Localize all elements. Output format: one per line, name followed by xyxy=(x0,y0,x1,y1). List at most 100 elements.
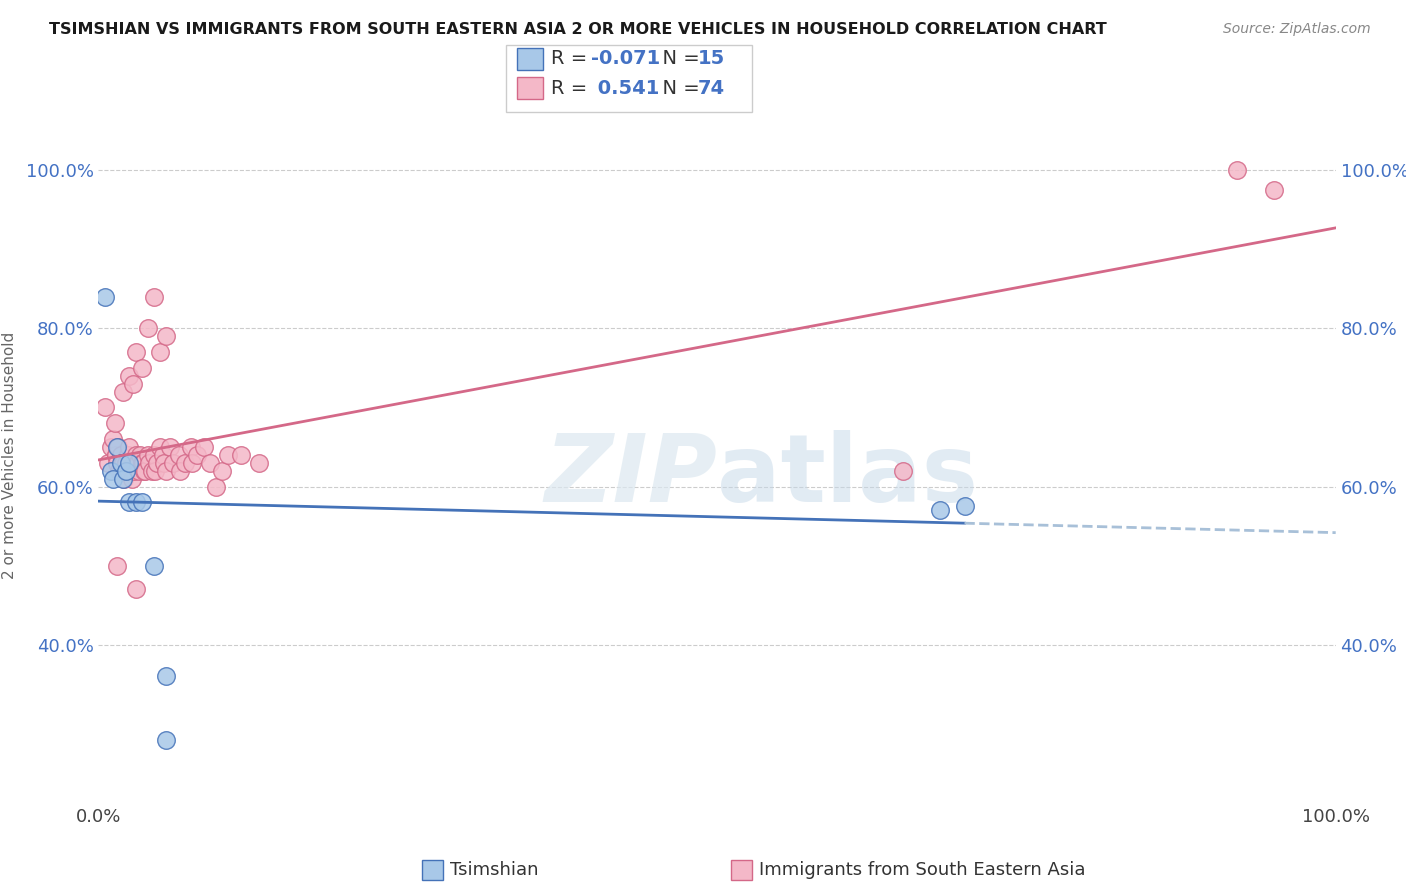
Text: N =: N = xyxy=(650,78,706,98)
Point xyxy=(186,448,208,462)
Point xyxy=(217,448,239,462)
Point xyxy=(136,321,159,335)
Point xyxy=(105,456,128,470)
Point xyxy=(159,440,181,454)
Point xyxy=(181,456,204,470)
Point xyxy=(105,440,128,454)
Point xyxy=(131,456,153,470)
Point xyxy=(149,440,172,454)
Point xyxy=(127,456,149,470)
Text: 74: 74 xyxy=(697,78,724,98)
Point xyxy=(155,732,177,747)
Point xyxy=(1263,183,1285,197)
Point xyxy=(114,464,136,478)
Text: Immigrants from South Eastern Asia: Immigrants from South Eastern Asia xyxy=(759,861,1085,879)
Point xyxy=(93,290,115,304)
Point xyxy=(110,464,132,478)
Point xyxy=(128,464,150,478)
Point xyxy=(131,360,153,375)
Point xyxy=(103,432,125,446)
Point xyxy=(118,495,141,509)
Point xyxy=(169,464,191,478)
Point xyxy=(155,464,177,478)
Point xyxy=(100,440,122,454)
Point xyxy=(134,464,156,478)
Point xyxy=(103,472,125,486)
Point xyxy=(115,464,138,478)
Point xyxy=(103,417,125,431)
Point xyxy=(167,448,190,462)
Point xyxy=(107,440,129,454)
Point xyxy=(132,456,155,470)
Point xyxy=(93,401,115,415)
Point xyxy=(108,464,131,478)
Point xyxy=(112,464,135,478)
Point xyxy=(131,495,153,509)
Point xyxy=(153,456,176,470)
Point xyxy=(118,440,141,454)
Point xyxy=(129,448,152,462)
Point xyxy=(114,456,136,470)
Point xyxy=(117,464,139,478)
Point xyxy=(100,464,122,478)
Point xyxy=(125,456,148,470)
Point xyxy=(121,472,143,486)
Point xyxy=(117,448,139,462)
Point xyxy=(155,329,177,343)
Point xyxy=(124,495,146,509)
Point xyxy=(145,456,167,470)
Text: 0.541: 0.541 xyxy=(591,78,659,98)
Point xyxy=(180,440,202,454)
Point xyxy=(149,345,172,359)
Point xyxy=(124,464,146,478)
Point xyxy=(104,448,127,462)
Text: R =: R = xyxy=(551,78,593,98)
Point xyxy=(891,464,914,478)
Point xyxy=(953,500,976,514)
Point xyxy=(97,456,120,470)
Text: 15: 15 xyxy=(697,49,724,69)
Text: Source: ZipAtlas.com: Source: ZipAtlas.com xyxy=(1223,22,1371,37)
Point xyxy=(141,464,163,478)
Text: TSIMSHIAN VS IMMIGRANTS FROM SOUTH EASTERN ASIA 2 OR MORE VEHICLES IN HOUSEHOLD : TSIMSHIAN VS IMMIGRANTS FROM SOUTH EASTE… xyxy=(49,22,1107,37)
Point xyxy=(112,384,135,399)
Point xyxy=(162,456,184,470)
Point xyxy=(229,448,252,462)
Point xyxy=(112,472,135,486)
Point xyxy=(143,290,166,304)
Text: ZIP: ZIP xyxy=(544,430,717,522)
Text: N =: N = xyxy=(650,49,706,69)
Point xyxy=(124,345,146,359)
Point xyxy=(143,448,166,462)
Point xyxy=(105,558,128,573)
Y-axis label: 2 or more Vehicles in Household: 2 or more Vehicles in Household xyxy=(3,331,17,579)
Point xyxy=(112,456,135,470)
Point xyxy=(198,456,221,470)
Point xyxy=(155,669,177,683)
Point xyxy=(1226,163,1249,178)
Point xyxy=(124,448,146,462)
Point xyxy=(928,503,950,517)
Point xyxy=(122,376,145,391)
Text: R =: R = xyxy=(551,49,593,69)
Text: Tsimshian: Tsimshian xyxy=(450,861,538,879)
Point xyxy=(138,456,160,470)
Point xyxy=(143,464,166,478)
Point xyxy=(118,368,141,383)
Point xyxy=(112,472,135,486)
Point xyxy=(193,440,215,454)
Point xyxy=(118,456,141,470)
Point xyxy=(174,456,197,470)
Point xyxy=(143,558,166,573)
Point xyxy=(247,456,270,470)
Point xyxy=(134,464,156,478)
Point xyxy=(120,464,142,478)
Point xyxy=(152,448,174,462)
Point xyxy=(110,448,132,462)
Point xyxy=(122,456,145,470)
Point xyxy=(104,448,127,462)
Text: atlas: atlas xyxy=(717,430,979,522)
Point xyxy=(211,464,233,478)
Point xyxy=(205,479,228,493)
Point xyxy=(136,448,159,462)
